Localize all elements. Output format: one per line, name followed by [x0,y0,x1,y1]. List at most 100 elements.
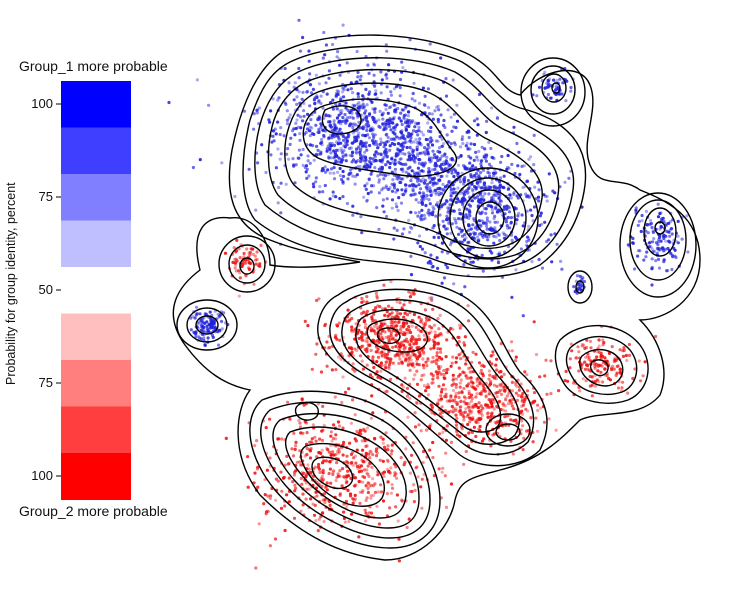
data-point [336,135,340,139]
data-point [433,333,438,337]
data-point [394,110,398,114]
data-point [314,123,318,127]
data-point [366,63,370,67]
data-point [436,376,440,380]
data-point [354,160,358,164]
density-contours [172,34,701,561]
data-point [466,178,470,183]
data-point [426,87,430,91]
data-point [366,191,370,196]
data-point [312,185,316,189]
data-point [517,150,521,154]
data-point [401,325,405,329]
data-point [424,178,428,182]
data-point [360,359,364,363]
data-point [485,153,489,157]
data-point [553,191,557,195]
data-point [398,357,402,361]
data-point [294,444,298,448]
data-point [482,364,486,368]
data-point [455,119,460,123]
data-point [435,358,439,362]
data-point [657,248,661,252]
data-point [428,296,432,300]
data-point [403,137,407,141]
data-point [362,468,366,472]
data-point [285,493,289,497]
data-point [475,392,479,396]
data-point [545,239,549,244]
data-point [479,159,483,163]
data-point [332,171,336,175]
data-point [436,104,440,108]
data-point [483,156,487,160]
data-point [488,383,492,387]
data-point [529,155,533,159]
data-point [418,169,422,173]
data-point [382,145,386,149]
data-point [199,320,203,324]
data-point [470,360,474,364]
data-point [657,266,662,270]
data-point [354,483,358,487]
data-point [373,340,377,344]
data-point [440,144,444,148]
data-point [307,467,311,471]
contour-line [272,412,420,529]
data-point [406,114,410,118]
data-point [365,103,369,107]
data-point [345,460,349,464]
data-point [379,326,383,330]
data-point [285,118,289,122]
data-point [196,334,200,339]
data-point [297,18,301,22]
data-point [437,327,441,331]
data-point [584,379,588,383]
data-point [474,434,478,439]
data-point [375,360,379,364]
data-point [345,116,349,120]
data-point [287,81,291,85]
data-point [390,483,394,487]
data-point [472,231,476,235]
data-point [377,167,381,171]
data-point [445,184,449,188]
data-point [502,372,506,376]
data-point [404,337,409,341]
data-point [330,141,334,146]
data-point [469,142,473,146]
data-point [430,296,434,300]
data-point [357,479,361,484]
data-point [397,361,402,366]
data-point [509,216,513,220]
data-point [365,165,369,169]
data-point [477,361,482,365]
data-point [468,409,472,413]
data-point [333,129,338,133]
data-point [543,86,547,90]
data-point [338,73,342,77]
data-point [459,357,463,361]
data-point [203,321,207,325]
data-point [417,183,421,187]
data-point [320,469,324,474]
data-point [323,501,327,505]
data-point [462,371,466,375]
data-point [460,137,464,141]
data-point [318,437,322,441]
data-point [479,224,483,228]
data-point [338,469,342,473]
data-point [404,163,408,167]
data-point [457,395,461,400]
data-point [535,429,540,433]
data-point [384,431,388,435]
data-point [419,187,423,191]
data-point [416,475,420,479]
data-point [376,473,380,477]
data-point [417,172,421,176]
data-point [367,136,371,140]
data-point [477,185,481,189]
data-point [298,425,302,429]
data-point [476,384,480,388]
data-point [405,313,410,317]
